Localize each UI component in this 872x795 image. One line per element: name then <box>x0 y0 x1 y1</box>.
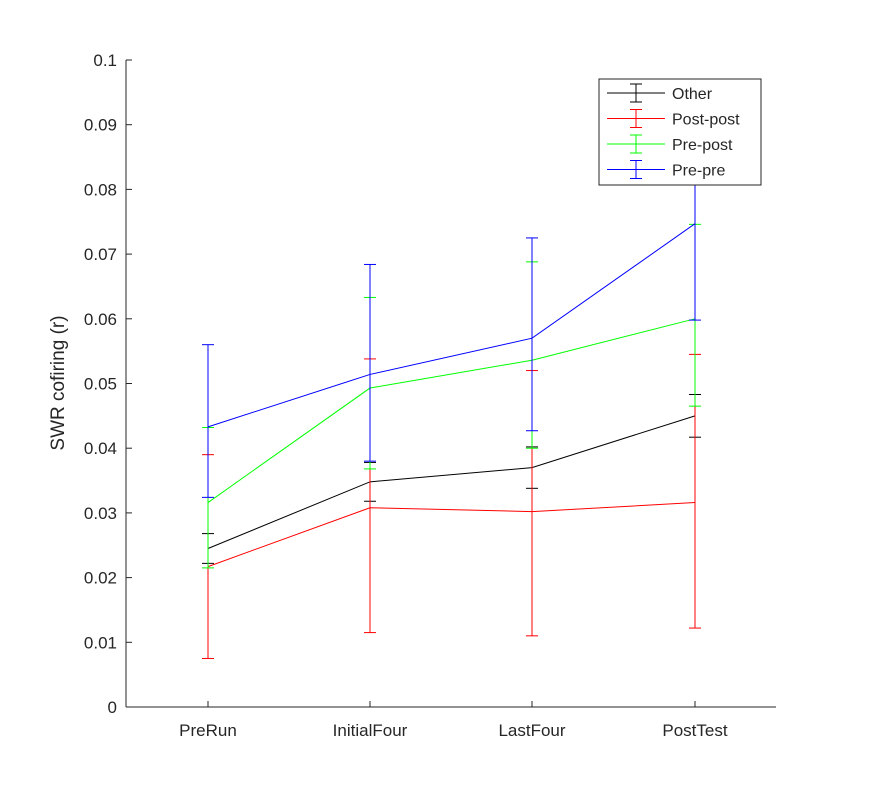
y-tick-label: 0.09 <box>84 116 117 135</box>
y-tick-label: 0.08 <box>84 180 117 199</box>
axis-layer: 0 0.01 0.02 0.03 0.04 0.05 0.06 0.07 0.08 0.09 0.1… <box>84 51 776 740</box>
y-tick-label: 0.01 <box>84 633 117 652</box>
series-pre-pre <box>202 127 701 498</box>
x-tick-label: InitialFour <box>333 721 408 740</box>
error-bar <box>202 344 214 498</box>
series-line-other <box>207 415 696 549</box>
x-tick-label: PostTest <box>662 721 727 740</box>
legend-item-pre-pre: Pre-pre <box>607 160 725 180</box>
legend-label: Pre-post <box>672 137 733 154</box>
series-line-pre-post <box>207 318 696 503</box>
legend-swatch <box>607 83 665 103</box>
legend-label: Pre-pre <box>672 163 725 180</box>
legend-swatch <box>607 109 665 128</box>
legend-label: Post-post <box>672 112 740 129</box>
x-tick-label: LastFour <box>498 721 565 740</box>
legend-label: Other <box>672 86 713 103</box>
legend-swatch <box>607 134 665 154</box>
series-layer <box>202 127 701 659</box>
y-tick-label: 0.05 <box>84 375 117 394</box>
legend-item-post-post: Post-post <box>607 109 740 129</box>
series-line-post-post <box>207 502 696 568</box>
legend: Other Post-post Pre-post Pre-pre <box>598 78 762 186</box>
y-axis-label: SWR cofiring (r) <box>48 315 69 450</box>
y-tick-label: 0.02 <box>84 569 117 588</box>
series-line-pre-pre <box>207 223 696 428</box>
y-tick-label: 0.07 <box>84 245 117 264</box>
y-tick-label: 0 <box>108 698 117 717</box>
legend-swatch <box>607 160 665 179</box>
legend-item-other: Other <box>607 83 713 103</box>
legend-item-pre-post: Pre-post <box>607 134 733 154</box>
error-bar <box>364 263 376 462</box>
y-tick-label: 0.06 <box>84 310 117 329</box>
y-tick-label: 0.03 <box>84 504 117 523</box>
legend-box <box>598 78 762 186</box>
error-bar <box>526 237 538 432</box>
x-tick-label: PreRun <box>179 721 237 740</box>
y-tick-label: 0.1 <box>93 51 117 70</box>
y-tick-label: 0.04 <box>84 439 117 458</box>
